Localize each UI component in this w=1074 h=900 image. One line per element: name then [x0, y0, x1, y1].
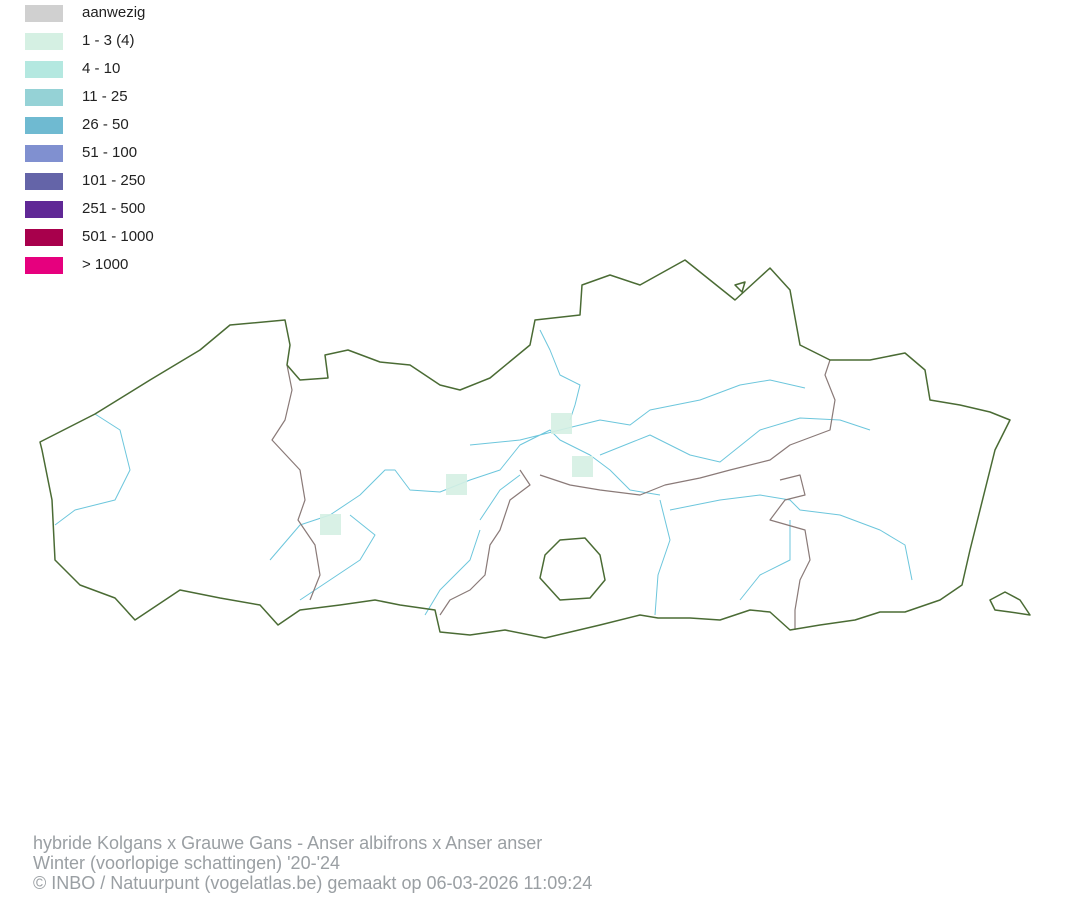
legend-swatch	[25, 173, 63, 190]
legend-label: 1 - 3 (4)	[82, 32, 135, 49]
legend-item: 51 - 100	[25, 144, 225, 162]
legend-label: 51 - 100	[82, 144, 138, 161]
period: Winter (voorlopige schattingen) '20-'24	[33, 853, 341, 873]
legend-label: 101 - 250	[82, 172, 146, 189]
legend-label: 11 - 25	[82, 88, 128, 105]
legend-item: 501 - 1000	[25, 228, 225, 246]
legend-label: 501 - 1000	[82, 228, 154, 245]
map-caption: hybride Kolgans x Grauwe Gans - Anser al…	[33, 833, 592, 893]
legend-item: aanwezig	[25, 4, 225, 22]
legend-item: 1 - 3 (4)	[25, 32, 225, 50]
legend-item: 11 - 25	[25, 88, 225, 106]
occupied-cell	[551, 413, 572, 434]
legend-swatch	[25, 117, 63, 134]
legend-swatch	[25, 257, 63, 274]
province-borders	[271, 359, 836, 630]
rivers	[54, 329, 913, 616]
legend-label: 26 - 50	[82, 116, 129, 133]
legend-swatch	[25, 201, 63, 218]
legend-swatch	[25, 89, 63, 106]
occupied-cell	[446, 474, 467, 495]
legend-label: > 1000	[82, 256, 129, 273]
legend-item: 26 - 50	[25, 116, 225, 134]
legend-item: 4 - 10	[25, 60, 225, 78]
legend-swatch	[25, 5, 63, 22]
region-border	[39, 259, 1031, 639]
legend-item: 251 - 500	[25, 200, 225, 218]
legend-label: aanwezig	[82, 4, 146, 21]
species-name: hybride Kolgans x Grauwe Gans - Anser al…	[33, 833, 543, 853]
legend-swatch	[25, 229, 63, 246]
legend-swatch	[25, 61, 63, 78]
legend-item: > 1000	[25, 256, 225, 274]
legend-swatch	[25, 33, 63, 50]
legend-item: 101 - 250	[25, 172, 225, 190]
occupied-cells	[320, 413, 593, 535]
legend-label: 4 - 10	[82, 60, 121, 77]
credit: © INBO / Natuurpunt (vogelatlas.be) gema…	[33, 873, 593, 893]
occupied-cell	[572, 456, 593, 477]
legend-label: 251 - 500	[82, 200, 146, 217]
occupied-cell	[320, 514, 341, 535]
legend-swatch	[25, 145, 63, 162]
